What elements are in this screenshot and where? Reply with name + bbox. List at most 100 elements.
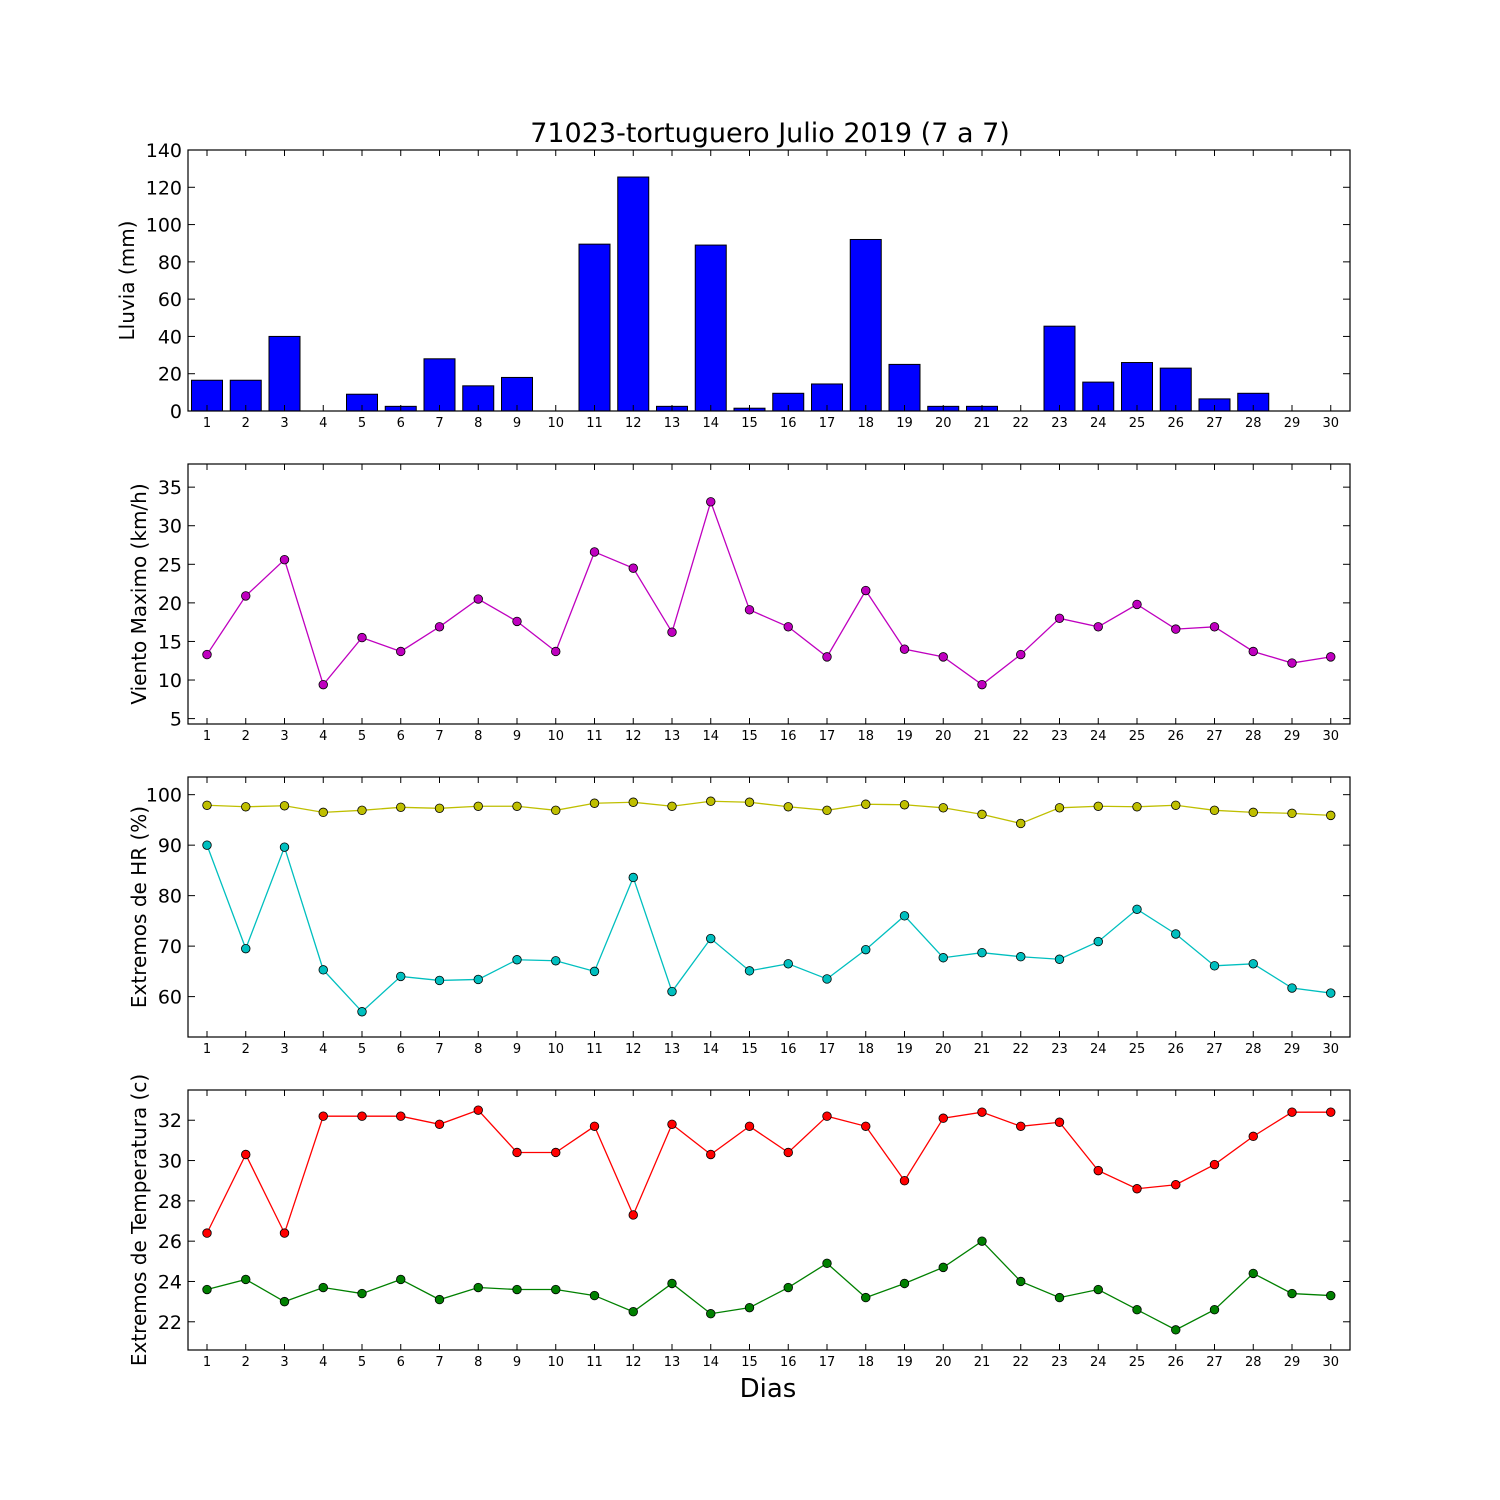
data-point [1326, 810, 1336, 821]
x-tick-label: 12 [625, 1355, 642, 1370]
data-point [744, 1302, 755, 1313]
data-point [202, 800, 212, 810]
x-tick-label: 6 [397, 729, 405, 744]
data-point [667, 1119, 677, 1129]
data-point [1171, 1325, 1181, 1335]
data-point [202, 840, 212, 850]
data-point [1287, 658, 1297, 668]
data-point [1016, 818, 1026, 829]
data-point [1093, 622, 1103, 632]
x-tick-label: 28 [1245, 416, 1262, 431]
x-tick-label: 26 [1167, 1355, 1184, 1370]
x-tick-label: 23 [1051, 729, 1068, 744]
data-point [589, 547, 600, 557]
data-point [628, 563, 638, 573]
data-point [822, 1111, 832, 1121]
x-tick-label: 4 [319, 1042, 327, 1057]
x-tick-label: 8 [474, 729, 482, 744]
x-tick-label: 29 [1284, 1042, 1301, 1057]
plot-frame [187, 1089, 1351, 1351]
data-point [938, 652, 948, 662]
data-point [279, 1296, 290, 1307]
data-point [628, 872, 638, 883]
y-tick-label: 40 [158, 326, 182, 348]
data-point [1287, 1107, 1297, 1117]
data-point [1248, 807, 1258, 818]
data-point [667, 1278, 677, 1289]
x-tick-label: 24 [1090, 1042, 1107, 1057]
x-tick-label: 14 [702, 1355, 719, 1370]
data-point [783, 959, 793, 969]
data-point [822, 805, 832, 816]
x-tick-label: 23 [1051, 1355, 1068, 1370]
x-tick-label: 6 [397, 416, 405, 431]
y-tick-label: 26 [158, 1231, 182, 1253]
x-tick-label: 29 [1284, 1355, 1301, 1370]
data-point [318, 1282, 328, 1293]
data-point [899, 1175, 910, 1186]
data-point [473, 974, 483, 985]
x-tick-label: 8 [474, 1355, 482, 1370]
series-line [206, 1109, 1331, 1235]
y-tick-label: 80 [158, 886, 182, 908]
data-point [706, 497, 716, 507]
data-point [279, 554, 290, 565]
data-point [1326, 1290, 1336, 1301]
bar [268, 335, 301, 412]
x-tick-label: 5 [358, 729, 366, 744]
data-point [977, 679, 987, 690]
data-point [861, 585, 871, 596]
x-tick-label: 28 [1245, 1355, 1262, 1370]
data-point [357, 632, 367, 643]
y-tick-label: 90 [158, 835, 182, 857]
data-point [396, 646, 406, 657]
data-point [396, 971, 406, 982]
data-point [977, 809, 987, 820]
data-point [473, 1105, 483, 1115]
x-tick-label: 18 [857, 1042, 874, 1057]
y-axis-label: Viento Maximo (km/h) [127, 483, 151, 704]
x-tick-label: 1 [203, 1355, 211, 1370]
data-point [1171, 624, 1181, 634]
data-point [1248, 1131, 1258, 1142]
x-tick-label: 3 [280, 1355, 288, 1370]
data-point [279, 1228, 290, 1238]
plot-frame [187, 463, 1351, 725]
x-tick-label: 17 [819, 1355, 836, 1370]
x-tick-label: 11 [586, 1355, 603, 1370]
data-point [1016, 649, 1026, 660]
data-point [744, 966, 755, 976]
data-point [667, 627, 677, 637]
x-tick-label: 16 [780, 416, 797, 431]
y-tick-label: 24 [158, 1271, 182, 1293]
x-tick-label: 22 [1012, 729, 1029, 744]
y-tick-label: 25 [158, 554, 182, 576]
y-axis-label: Extremos de HR (%) [127, 806, 151, 1008]
data-point [279, 842, 290, 852]
x-tick-label: 3 [280, 1042, 288, 1057]
x-tick-label: 4 [319, 1355, 327, 1370]
x-axis-label: Dias [740, 1374, 797, 1404]
x-tick-label: 26 [1167, 1042, 1184, 1057]
data-point [1016, 1121, 1026, 1131]
x-tick-label: 13 [664, 1355, 681, 1370]
y-tick-label: 100 [146, 785, 182, 807]
data-point [318, 965, 328, 975]
x-tick-label: 27 [1206, 729, 1223, 744]
x-tick-label: 9 [513, 729, 521, 744]
data-point [357, 1111, 367, 1121]
x-tick-label: 30 [1322, 1355, 1339, 1370]
data-point [589, 1290, 600, 1301]
bar [1121, 362, 1153, 412]
x-tick-label: 17 [819, 1042, 836, 1057]
bar [617, 176, 650, 412]
data-point [241, 802, 251, 812]
x-tick-label: 2 [242, 1355, 250, 1370]
data-point [1054, 1117, 1065, 1127]
data-point [1209, 622, 1220, 632]
data-point [434, 975, 445, 986]
data-point [434, 622, 445, 632]
y-tick-label: 20 [158, 593, 182, 615]
